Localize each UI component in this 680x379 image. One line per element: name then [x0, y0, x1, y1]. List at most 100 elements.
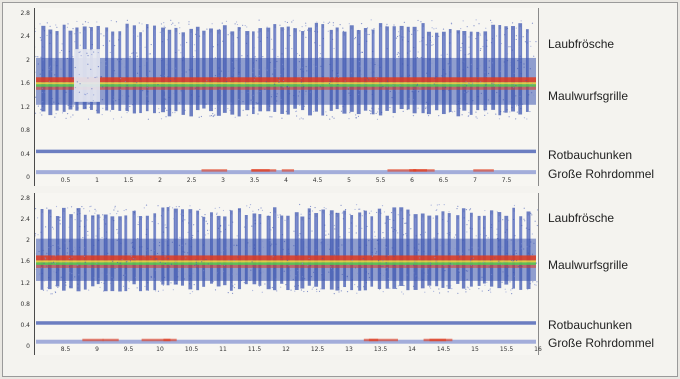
- noise-dot: [418, 277, 420, 280]
- noise-dot: [525, 79, 527, 82]
- noise-dot: [274, 254, 276, 256]
- noise-dot: [408, 98, 410, 100]
- noise-dot: [516, 259, 518, 262]
- noise-dot: [167, 244, 169, 246]
- noise-dot: [371, 251, 373, 254]
- noise-dot: [35, 268, 37, 270]
- noise-dot: [62, 215, 65, 217]
- noise-dot: [72, 78, 74, 80]
- noise-dot: [201, 216, 203, 218]
- noise-dot: [349, 112, 351, 114]
- frog-call-highlight: [106, 31, 108, 78]
- noise-dot: [139, 78, 142, 80]
- frog-call-highlight: [224, 29, 226, 78]
- noise-dot: [124, 108, 127, 110]
- noise-dot: [315, 65, 317, 68]
- noise-dot: [259, 90, 261, 93]
- noise-dot: [257, 36, 259, 38]
- noise-dot: [325, 208, 327, 210]
- noise-dot: [461, 42, 463, 44]
- noise-dot: [117, 231, 119, 233]
- noise-dot: [337, 76, 340, 79]
- noise-dot: [287, 267, 289, 269]
- noise-dot: [288, 86, 290, 88]
- noise-dot: [86, 251, 89, 254]
- noise-dot: [126, 19, 128, 21]
- noise-dot: [167, 257, 169, 260]
- noise-dot: [154, 32, 156, 35]
- frog-call-highlight: [63, 211, 65, 258]
- noise-dot: [105, 105, 107, 108]
- noise-dot: [88, 106, 91, 108]
- noise-dot: [249, 245, 251, 247]
- noise-dot: [40, 39, 42, 41]
- noise-dot: [433, 75, 435, 77]
- noise-dot: [496, 234, 498, 236]
- noise-dot: [482, 261, 485, 263]
- noise-dot: [275, 278, 277, 280]
- noise-dot: [192, 273, 194, 275]
- noise-dot: [276, 290, 278, 292]
- noise-dot: [398, 98, 400, 100]
- noise-dot: [438, 35, 440, 38]
- noise-dot: [501, 246, 503, 248]
- noise-dot: [317, 52, 319, 54]
- noise-dot: [259, 222, 262, 224]
- noise-dot: [457, 100, 460, 103]
- noise-dot: [508, 116, 510, 118]
- noise-dot: [450, 23, 453, 25]
- noise-dot: [71, 272, 73, 275]
- noise-dot: [257, 102, 259, 104]
- noise-dot: [403, 36, 405, 38]
- noise-dot: [146, 37, 148, 39]
- noise-dot: [255, 102, 257, 104]
- noise-dot: [40, 231, 42, 233]
- noise-dot: [302, 118, 304, 120]
- noise-dot: [323, 21, 325, 23]
- noise-dot: [530, 241, 532, 243]
- noise-dot: [490, 42, 493, 44]
- frog-call-highlight: [197, 214, 199, 259]
- noise-dot: [510, 259, 513, 261]
- noise-dot: [196, 267, 198, 269]
- noise-dot: [220, 251, 222, 254]
- noise-dot: [145, 233, 147, 236]
- frog-call-highlight: [380, 27, 382, 78]
- noise-dot: [87, 63, 89, 65]
- frog-call-highlight: [484, 35, 487, 79]
- noise-dot: [256, 267, 258, 269]
- noise-dot: [68, 240, 71, 242]
- noise-dot: [333, 254, 335, 256]
- noise-dot: [51, 103, 53, 105]
- noise-dot: [292, 19, 294, 21]
- noise-dot: [243, 226, 246, 228]
- noise-dot: [458, 270, 460, 272]
- noise-dot: [488, 66, 490, 68]
- noise-dot: [325, 234, 327, 236]
- noise-dot: [468, 111, 470, 114]
- noise-dot: [57, 244, 59, 246]
- noise-dot: [49, 51, 51, 54]
- noise-dot: [46, 290, 48, 292]
- noise-dot: [506, 109, 508, 111]
- noise-dot: [191, 68, 193, 71]
- noise-dot: [491, 38, 494, 40]
- noise-dot: [523, 218, 525, 220]
- noise-dot: [152, 241, 154, 244]
- noise-dot: [163, 25, 165, 27]
- noise-dot: [99, 216, 101, 218]
- noise-dot: [303, 239, 305, 241]
- noise-dot: [175, 282, 178, 284]
- noise-dot: [184, 251, 186, 253]
- noise-dot: [93, 244, 95, 247]
- noise-dot: [358, 43, 360, 45]
- noise-dot: [396, 287, 398, 290]
- noise-dot: [296, 115, 298, 117]
- noise-dot: [253, 244, 256, 246]
- noise-dot: [219, 77, 221, 79]
- noise-dot: [364, 79, 366, 81]
- noise-dot: [329, 63, 331, 66]
- noise-dot: [431, 20, 433, 22]
- noise-dot: [484, 71, 486, 73]
- noise-dot: [48, 69, 50, 71]
